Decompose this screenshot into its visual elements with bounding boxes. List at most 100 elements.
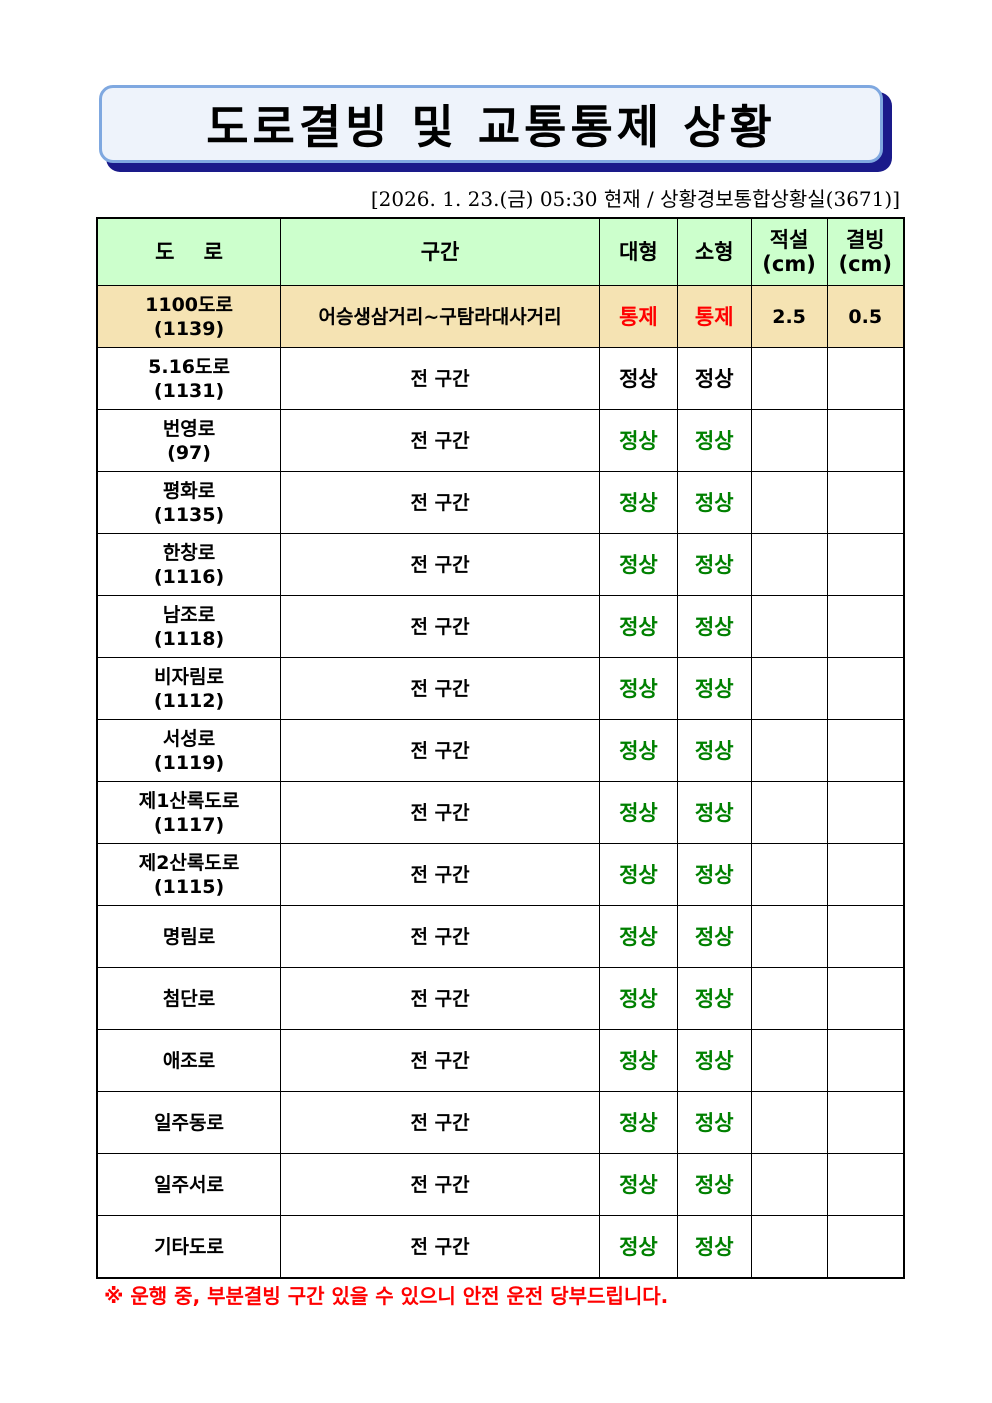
- large-vehicle-status: 정상: [599, 967, 678, 1030]
- large-vehicle-status: 정상: [599, 657, 678, 720]
- table-row: 일주서로 전 구간 정상 정상: [96, 1153, 905, 1216]
- ice-depth: [826, 781, 905, 844]
- road-section: 전 구간: [280, 657, 601, 720]
- large-vehicle-status: 정상: [599, 781, 678, 844]
- snow-depth: [750, 1215, 828, 1279]
- header-section: 구간: [280, 217, 601, 286]
- small-vehicle-status: 정상: [676, 471, 752, 534]
- snow-depth: [750, 1091, 828, 1154]
- table-row: 제2산록도로 (1115) 전 구간 정상 정상: [96, 843, 905, 906]
- snow-depth: [750, 657, 828, 720]
- table-row: 1100도로 (1139) 어승생삼거리~구탐라대사거리 통제 통제 2.5 0.5: [96, 285, 905, 348]
- table-row: 비자림로 (1112) 전 구간 정상 정상: [96, 657, 905, 720]
- road-name: 1100도로 (1139): [96, 285, 282, 348]
- road-name: 남조로 (1118): [96, 595, 282, 658]
- road-section: 전 구간: [280, 1029, 601, 1092]
- table-row: 남조로 (1118) 전 구간 정상 정상: [96, 595, 905, 658]
- road-name: 일주서로: [96, 1153, 282, 1216]
- large-vehicle-status: 정상: [599, 595, 678, 658]
- large-vehicle-status: 정상: [599, 471, 678, 534]
- snow-depth: [750, 905, 828, 968]
- ice-depth: [826, 595, 905, 658]
- road-name: 첨단로: [96, 967, 282, 1030]
- road-section: 전 구간: [280, 781, 601, 844]
- road-name: 번영로 (97): [96, 409, 282, 472]
- ice-depth: [826, 843, 905, 906]
- snow-depth: 2.5: [750, 285, 828, 348]
- ice-depth: [826, 1215, 905, 1279]
- table-row: 명림로 전 구간 정상 정상: [96, 905, 905, 968]
- small-vehicle-status: 정상: [676, 533, 752, 596]
- road-name: 제2산록도로 (1115): [96, 843, 282, 906]
- small-vehicle-status: 정상: [676, 967, 752, 1030]
- page-title: 도로결빙 및 교통통제 상황: [206, 100, 776, 154]
- small-vehicle-status: 정상: [676, 1153, 752, 1216]
- ice-depth: [826, 409, 905, 472]
- ice-depth: [826, 719, 905, 782]
- table-row: 일주동로 전 구간 정상 정상: [96, 1091, 905, 1154]
- large-vehicle-status: 정상: [599, 533, 678, 596]
- safety-notice: ※ 운행 중, 부분결빙 구간 있을 수 있으니 안전 운전 당부드립니다.: [104, 1284, 669, 1308]
- road-section: 전 구간: [280, 1215, 601, 1279]
- table-header: 도 로 구간 대형 소형 적설 (cm) 결빙 (cm): [96, 217, 905, 286]
- snow-depth: [750, 595, 828, 658]
- ice-depth: [826, 471, 905, 534]
- title-box: 도로결빙 및 교통통제 상황: [99, 85, 883, 163]
- snow-depth: [750, 409, 828, 472]
- small-vehicle-status: 정상: [676, 719, 752, 782]
- ice-depth: [826, 967, 905, 1030]
- road-name: 애조로: [96, 1029, 282, 1092]
- ice-depth: [826, 533, 905, 596]
- small-vehicle-status: 정상: [676, 1029, 752, 1092]
- header-snow: 적설 (cm): [750, 217, 828, 286]
- large-vehicle-status: 통제: [599, 285, 678, 348]
- road-section: 전 구간: [280, 595, 601, 658]
- road-name: 5.16도로 (1131): [96, 347, 282, 410]
- large-vehicle-status: 정상: [599, 719, 678, 782]
- road-section: 전 구간: [280, 1091, 601, 1154]
- table-row: 첨단로 전 구간 정상 정상: [96, 967, 905, 1030]
- road-status-table: 도 로 구간 대형 소형 적설 (cm) 결빙 (cm) 1100도로 (1139) 어…: [96, 217, 905, 1279]
- road-name: 한창로 (1116): [96, 533, 282, 596]
- ice-depth: [826, 1153, 905, 1216]
- snow-depth: [750, 1153, 828, 1216]
- table-row: 제1산록도로 (1117) 전 구간 정상 정상: [96, 781, 905, 844]
- road-name: 제1산록도로 (1117): [96, 781, 282, 844]
- table-row: 애조로 전 구간 정상 정상: [96, 1029, 905, 1092]
- table-row: 서성로 (1119) 전 구간 정상 정상: [96, 719, 905, 782]
- road-section: 전 구간: [280, 471, 601, 534]
- table-row: 평화로 (1135) 전 구간 정상 정상: [96, 471, 905, 534]
- snow-depth: [750, 719, 828, 782]
- ice-depth: [826, 1091, 905, 1154]
- small-vehicle-status: 정상: [676, 409, 752, 472]
- header-road: 도 로: [96, 217, 282, 286]
- ice-depth: [826, 657, 905, 720]
- large-vehicle-status: 정상: [599, 1153, 678, 1216]
- small-vehicle-status: 정상: [676, 843, 752, 906]
- small-vehicle-status: 정상: [676, 905, 752, 968]
- table-row: 5.16도로 (1131) 전 구간 정상 정상: [96, 347, 905, 410]
- road-section: 전 구간: [280, 719, 601, 782]
- road-section: 전 구간: [280, 533, 601, 596]
- road-name: 기타도로: [96, 1215, 282, 1279]
- road-section: 전 구간: [280, 843, 601, 906]
- small-vehicle-status: 정상: [676, 595, 752, 658]
- road-section: 전 구간: [280, 967, 601, 1030]
- road-name: 명림로: [96, 905, 282, 968]
- road-name: 평화로 (1135): [96, 471, 282, 534]
- small-vehicle-status: 정상: [676, 1091, 752, 1154]
- small-vehicle-status: 정상: [676, 347, 752, 410]
- snow-depth: [750, 843, 828, 906]
- small-vehicle-status: 정상: [676, 1215, 752, 1279]
- snow-depth: [750, 347, 828, 410]
- snow-depth: [750, 967, 828, 1030]
- large-vehicle-status: 정상: [599, 905, 678, 968]
- table-row: 번영로 (97) 전 구간 정상 정상: [96, 409, 905, 472]
- road-section: 전 구간: [280, 905, 601, 968]
- road-name: 비자림로 (1112): [96, 657, 282, 720]
- snow-depth: [750, 781, 828, 844]
- snow-depth: [750, 471, 828, 534]
- large-vehicle-status: 정상: [599, 409, 678, 472]
- header-ice: 결빙 (cm): [826, 217, 905, 286]
- snow-depth: [750, 533, 828, 596]
